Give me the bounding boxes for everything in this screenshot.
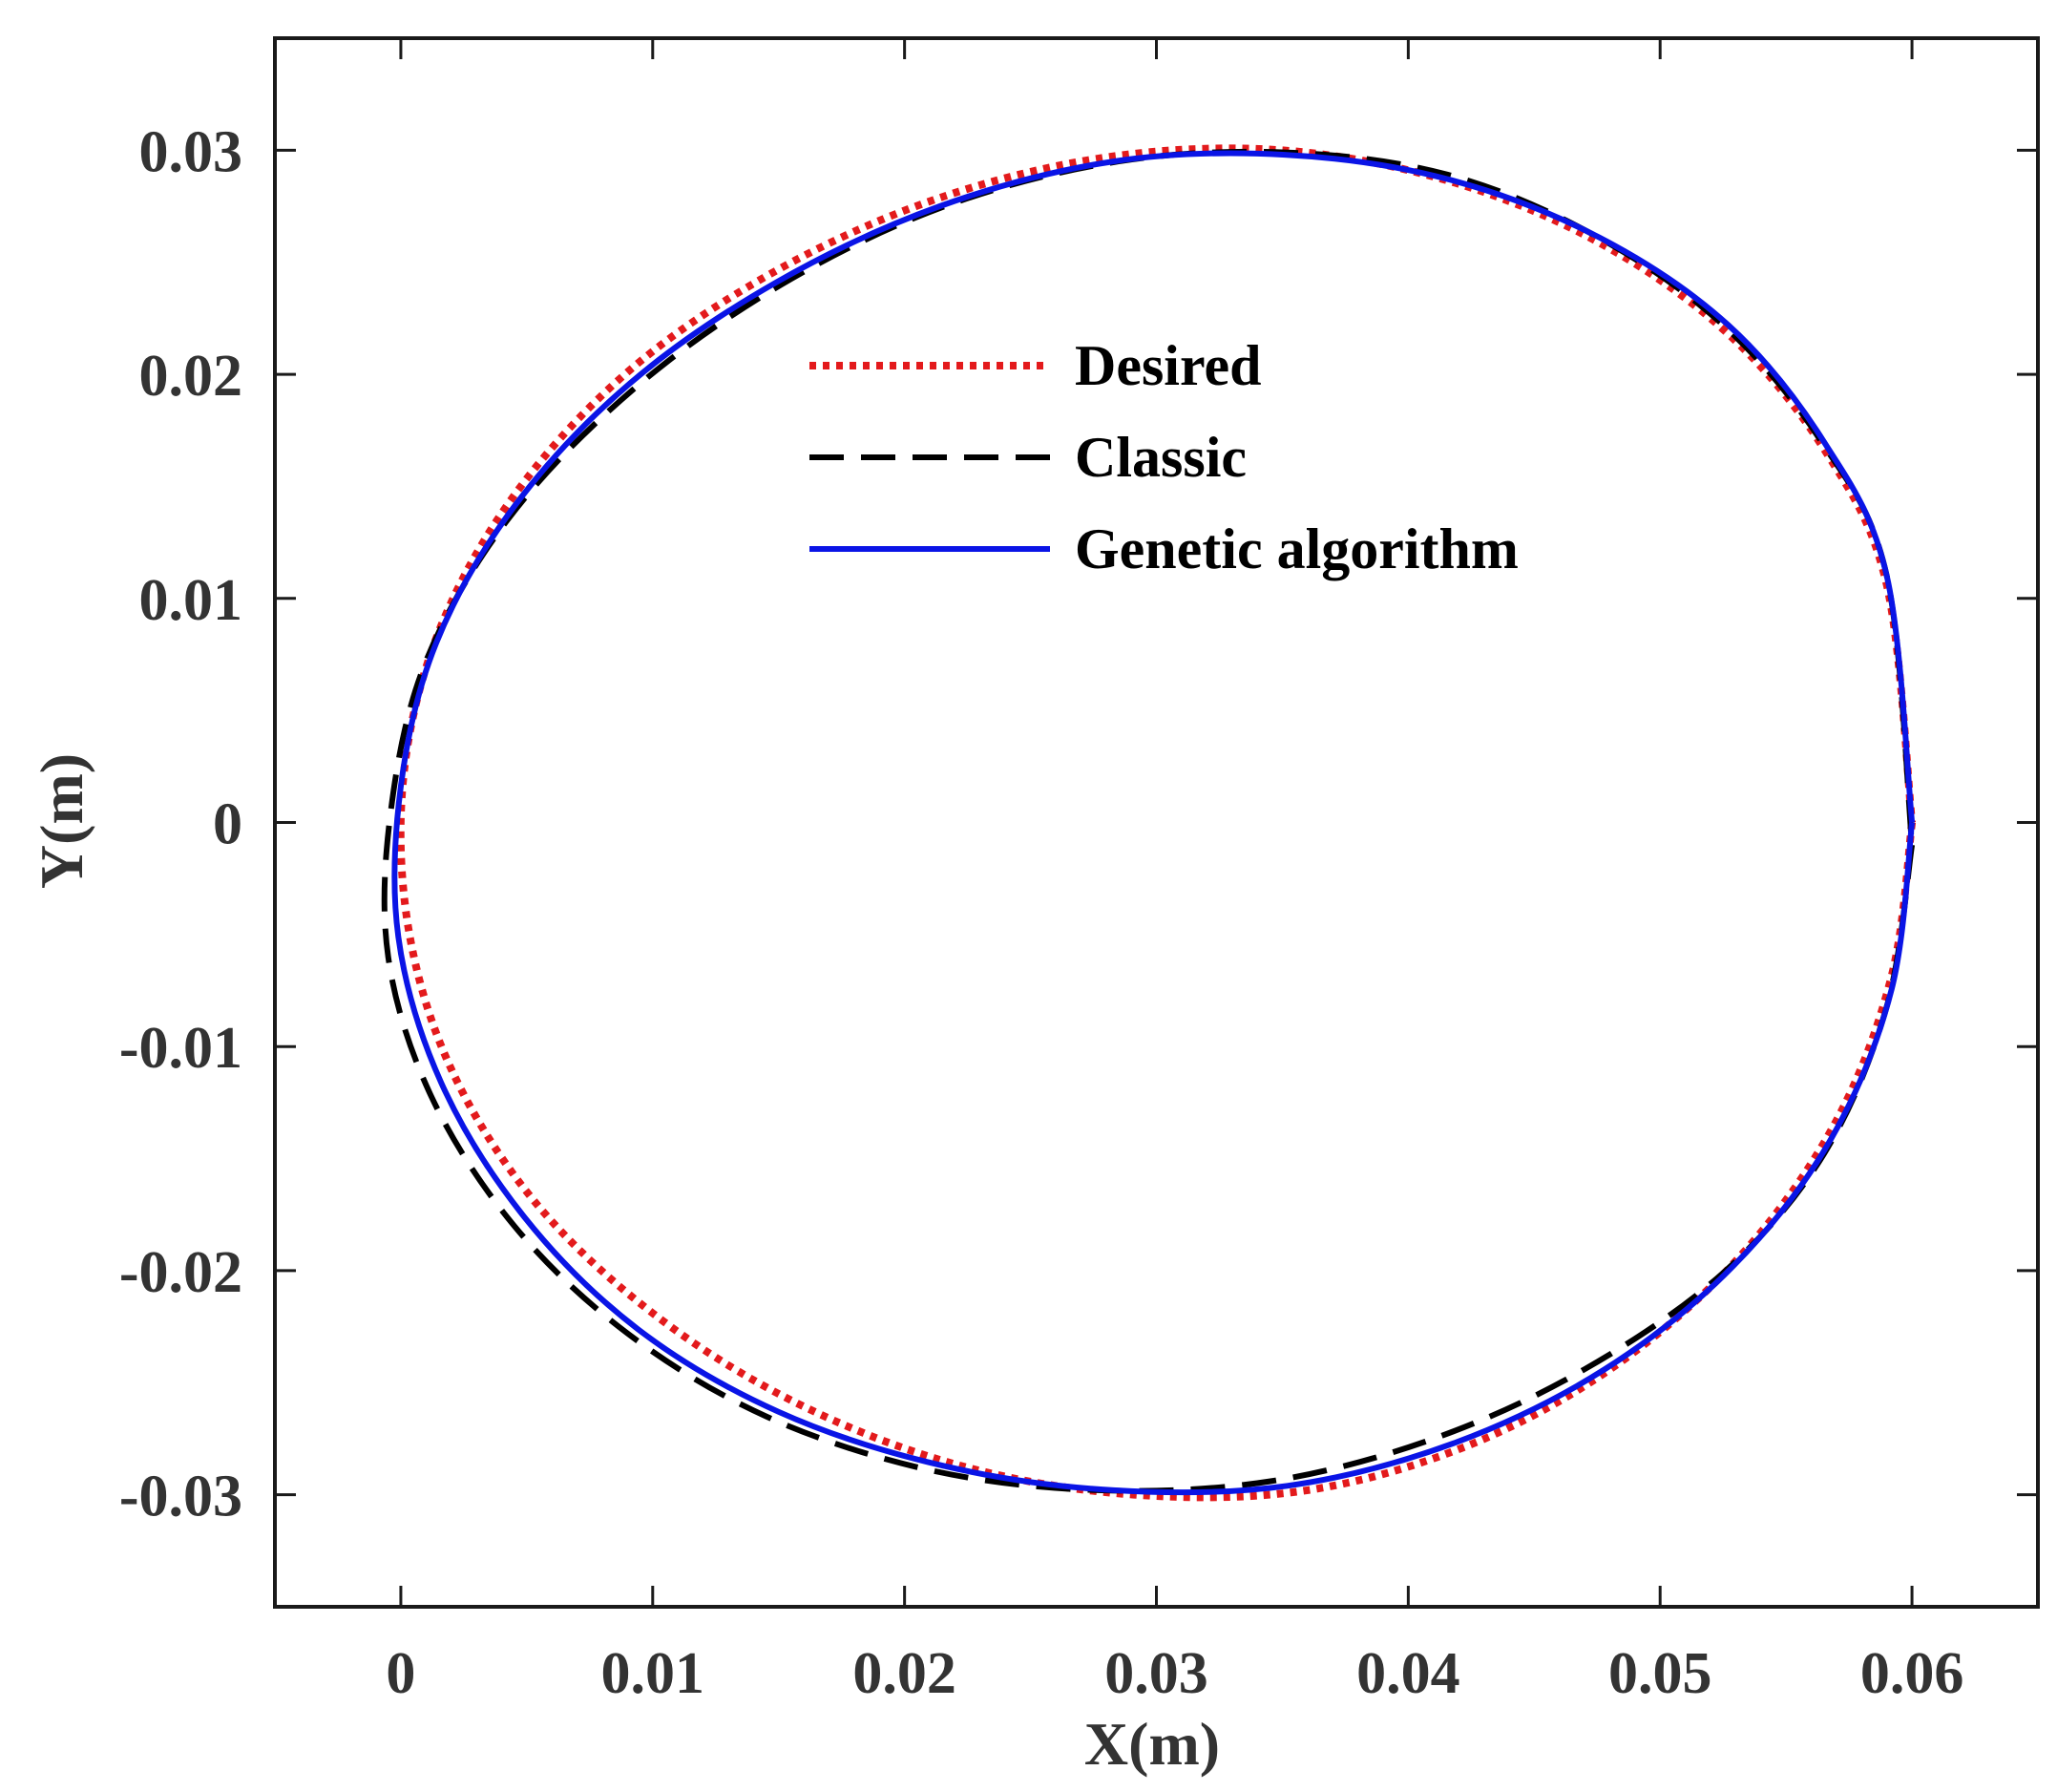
y-tick-label: -0.03 [119,1465,242,1529]
legend-label: Genetic algorithm [1075,517,1519,580]
legend-label: Desired [1075,334,1262,397]
x-tick-label: 0.01 [601,1641,705,1706]
legend-label: Classic [1075,426,1247,489]
x-axis-label: X(m) [1084,1710,1220,1778]
y-tick-label: 0.02 [139,344,243,409]
x-tick-label: 0.05 [1608,1641,1712,1706]
series-line-genetic-algorithm [391,150,1916,1496]
x-tick-label: 0.06 [1860,1641,1964,1706]
y-tick-label: -0.02 [119,1240,242,1305]
legend: Desired Classic Genetic algorithm [809,334,1519,580]
series-layer [381,144,1917,1502]
y-tick-label: 0.01 [139,568,243,633]
series-line-desired [396,144,1917,1502]
x-tick-label: 0 [386,1641,415,1706]
y-tick-label: 0.03 [139,119,243,184]
y-tick-label: 0 [213,792,242,857]
x-tick-label: 0.03 [1104,1641,1208,1706]
y-tick-label: -0.01 [119,1016,242,1081]
x-tick-label: 0.02 [852,1641,956,1706]
x-tick-label: 0.04 [1356,1641,1460,1706]
axes-layer: 0 0.01 0.02 0.03 0.04 0.05 0.06 0.03 0.02 0.01 0 -0… [119,38,2038,1706]
y-axis-label: Y(m) [28,753,95,889]
